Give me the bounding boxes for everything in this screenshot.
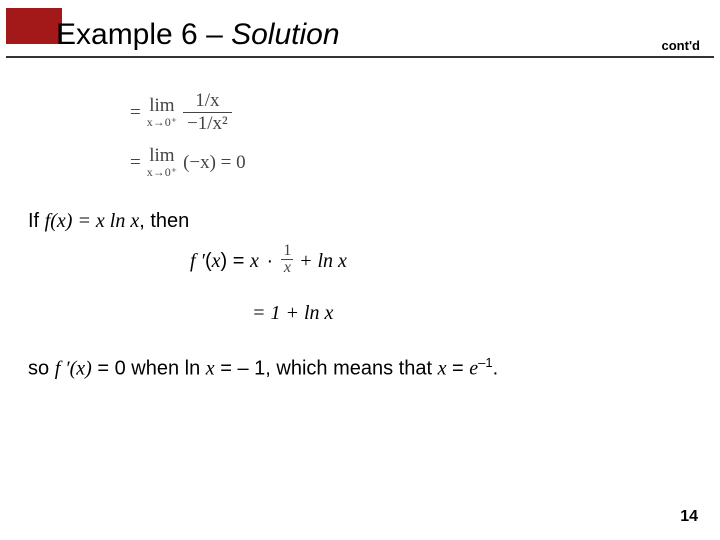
lim-text: lim bbox=[149, 95, 174, 116]
frac-num: 1/x bbox=[183, 90, 232, 113]
paren-x: (x) bbox=[50, 210, 72, 232]
eq-sign-2: = bbox=[130, 152, 141, 174]
eqm1: = – 1, which means that bbox=[215, 358, 438, 380]
e-sup: –1 bbox=[478, 355, 492, 370]
title-bar: Example 6 – Solution cont'd bbox=[6, 14, 714, 58]
plus-ln: + ln x bbox=[299, 250, 347, 272]
x-times: x bbox=[250, 250, 264, 272]
x-concl: x bbox=[206, 358, 215, 380]
small-frac: 1 x bbox=[281, 243, 293, 276]
if-line: If f(x) = x ln x, then bbox=[28, 210, 700, 233]
eq-x-ln: = x ln x bbox=[72, 210, 139, 232]
lim-text-2: lim bbox=[149, 145, 174, 166]
f-prime: f ′ bbox=[190, 250, 205, 272]
deriv-line-1: f ′(x) = x · 1 x + ln x bbox=[190, 245, 700, 278]
eq0: = 0 when ln bbox=[92, 358, 206, 380]
open-paren: ( bbox=[205, 250, 212, 272]
dot-op: · bbox=[264, 250, 276, 273]
if-word: If bbox=[28, 210, 45, 232]
deriv2-text: = 1 + ln x bbox=[252, 302, 333, 324]
deriv-eq: = bbox=[227, 250, 250, 272]
lim-sub-2: x→0⁺ bbox=[147, 165, 177, 180]
eq-sign: = bbox=[130, 102, 141, 124]
final-dot: . bbox=[493, 358, 499, 380]
frac-den: −1/x² bbox=[183, 113, 232, 135]
f-prime-2: f ′ bbox=[55, 358, 70, 380]
so-word: so bbox=[28, 358, 55, 380]
small-frac-d: x bbox=[281, 260, 293, 276]
content-area: = lim x→0⁺ 1/x −1/x² = lim x→0⁺ (−x) = 0… bbox=[0, 80, 720, 381]
then-word: , then bbox=[139, 210, 189, 232]
eq-e: = bbox=[446, 358, 469, 380]
deriv-line-2: = 1 + ln x bbox=[252, 302, 700, 325]
slide-title: Example 6 – Solution bbox=[56, 18, 340, 52]
lim-sub: x→0⁺ bbox=[147, 115, 177, 130]
equation-1: = lim x→0⁺ 1/x −1/x² bbox=[130, 90, 700, 135]
fraction-1: 1/x −1/x² bbox=[183, 90, 232, 135]
page-number: 14 bbox=[680, 508, 698, 526]
small-frac-n: 1 bbox=[281, 243, 293, 260]
conclusion-line: so f ′(x) = 0 when ln x = – 1, which mea… bbox=[28, 355, 700, 381]
title-prefix: Example 6 – bbox=[56, 18, 231, 51]
expr-2: (−x) = 0 bbox=[183, 152, 246, 174]
title-italic: Solution bbox=[231, 18, 339, 51]
px-2: (x) bbox=[70, 358, 92, 380]
x-var: x bbox=[212, 250, 221, 272]
e-var: e bbox=[469, 358, 478, 380]
contd-label: cont'd bbox=[662, 38, 700, 53]
equation-2: = lim x→0⁺ (−x) = 0 bbox=[130, 145, 700, 180]
